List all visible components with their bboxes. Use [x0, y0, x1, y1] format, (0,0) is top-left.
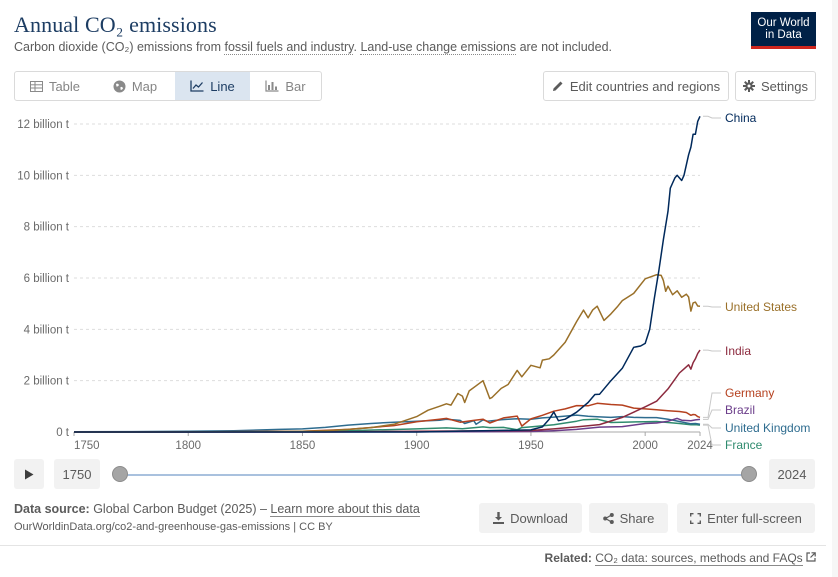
settings-label: Settings — [761, 78, 808, 94]
pencil-icon — [552, 80, 564, 92]
line-chart: 0 t 2 billion t 4 billion t 6 billion t 8 bi… — [17, 111, 810, 452]
view-tabs: Table Map Line Bar — [14, 71, 322, 101]
y-tick-label: 8 billion t — [24, 222, 70, 234]
fossil-fuels-link[interactable]: fossil fuels and industry — [224, 40, 354, 55]
source-url: OurWorldinData.org/co2-and-greenhouse-ga… — [14, 521, 333, 533]
y-tick-label: 12 billion t — [17, 119, 70, 131]
label-connector-france — [703, 424, 721, 446]
x-tick-label: 1800 — [175, 440, 201, 452]
play-button[interactable] — [14, 459, 44, 489]
bar-chart-icon — [265, 80, 279, 92]
y-tick-label: 10 billion t — [17, 170, 70, 182]
subtitle-text: . — [353, 40, 361, 54]
related-label: Related: — [544, 551, 592, 565]
label-connector-china — [703, 115, 721, 119]
data-source: Data source: Global Carbon Budget (2025)… — [14, 502, 420, 517]
data-source-label: Data source: — [14, 502, 90, 516]
x-tick-label: 1750 — [74, 440, 100, 452]
fullscreen-icon — [690, 512, 702, 524]
series-line-germany — [73, 402, 701, 433]
related-link[interactable]: CO₂ data: sources, methods and FAQs — [595, 551, 803, 566]
timeline-start-year[interactable]: 1750 — [54, 459, 100, 489]
x-tick-label: 2000 — [632, 440, 658, 452]
share-button[interactable]: Share — [589, 503, 668, 533]
tab-map[interactable]: Map — [95, 72, 175, 100]
timeline: 1750 2024 — [0, 456, 838, 492]
tab-table[interactable]: Table — [15, 72, 95, 100]
related-link-row: Related: CO₂ data: sources, methods and … — [544, 551, 816, 566]
timeline-track[interactable] — [120, 474, 749, 476]
share-icon — [602, 512, 614, 524]
data-source-text: Global Carbon Budget (2025) – — [89, 502, 271, 516]
scrollbar[interactable] — [832, 0, 838, 577]
tab-label: Table — [48, 78, 81, 94]
x-tick-label: 2024 — [687, 440, 713, 452]
y-tick-label: 4 billion t — [24, 324, 70, 336]
download-icon — [493, 512, 505, 524]
label-connector-germany — [703, 392, 721, 418]
share-label: Share — [619, 510, 655, 526]
series-label-china: China — [725, 111, 757, 125]
gear-icon — [743, 80, 755, 92]
settings-button[interactable]: Settings — [735, 71, 816, 101]
series-line-brazil — [73, 417, 701, 433]
series-label-united-kingdom: United Kingdom — [725, 421, 810, 435]
globe-icon — [113, 80, 126, 93]
y-tick-label: 0 t — [56, 427, 70, 439]
y-tick-label: 6 billion t — [24, 273, 70, 285]
line-chart-icon — [190, 80, 204, 92]
logo-text: Our World — [757, 17, 810, 29]
timeline-end-handle[interactable] — [741, 466, 757, 482]
fullscreen-label: Enter full-screen — [707, 510, 802, 526]
tab-label: Bar — [285, 78, 306, 94]
logo-text: in Data — [765, 29, 802, 41]
series-label-united-states: United States — [725, 300, 797, 314]
series-line-united-states — [73, 273, 701, 433]
footer-divider — [0, 545, 826, 546]
label-connector-united-kingdom — [703, 423, 721, 429]
play-icon — [24, 469, 34, 480]
land-use-link[interactable]: Land-use change emissions — [360, 40, 517, 55]
series-label-india: India — [725, 344, 751, 358]
series-label-germany: Germany — [725, 386, 774, 400]
y-tick-label: 2 billion t — [24, 376, 70, 388]
series-line-china — [74, 115, 701, 433]
chart-title: Annual CO₂ emissions — [14, 12, 217, 37]
label-connector-india — [703, 349, 721, 352]
timeline-end-year[interactable]: 2024 — [769, 459, 815, 489]
series-line-united-kingdom — [73, 414, 701, 433]
x-tick-label: 1850 — [290, 440, 316, 452]
tab-line[interactable]: Line — [175, 72, 250, 100]
external-link-icon — [806, 552, 816, 562]
timeline-start-handle[interactable] — [112, 466, 128, 482]
series-line-india — [74, 349, 701, 433]
learn-more-link[interactable]: Learn more about this data — [270, 502, 420, 517]
x-tick-label: 1900 — [404, 440, 430, 452]
tab-label: Line — [210, 78, 235, 94]
tab-label: Map — [131, 78, 158, 94]
subtitle-text: are not included. — [516, 40, 612, 54]
subtitle-text: Carbon dioxide (CO₂) emissions from — [14, 40, 225, 54]
table-icon — [29, 80, 43, 92]
series-label-brazil: Brazil — [725, 403, 755, 417]
chart-subtitle: Carbon dioxide (CO₂) emissions from foss… — [14, 40, 612, 55]
label-connector-brazil — [703, 409, 721, 420]
series-label-france: France — [725, 438, 763, 452]
owid-logo[interactable]: Our World in Data — [751, 12, 816, 49]
fullscreen-button[interactable]: Enter full-screen — [677, 503, 815, 533]
label-connector-united-states — [703, 305, 721, 308]
tab-bar[interactable]: Bar — [250, 72, 321, 100]
edit-countries-button[interactable]: Edit countries and regions — [543, 71, 729, 101]
x-tick-label: 1950 — [518, 440, 544, 452]
download-button[interactable]: Download — [479, 503, 582, 533]
download-label: Download — [510, 510, 568, 526]
edit-countries-label: Edit countries and regions — [569, 78, 721, 94]
